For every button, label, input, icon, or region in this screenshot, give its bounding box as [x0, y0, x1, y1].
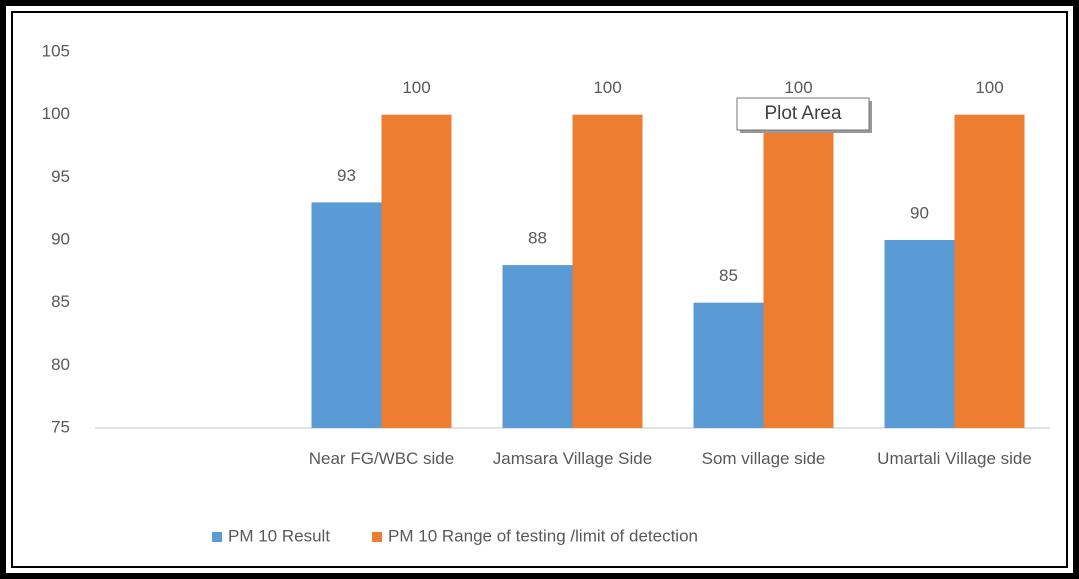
x-tick-label: Jamsara Village Side — [492, 449, 653, 468]
legend-swatch — [212, 532, 222, 542]
legend-label: PM 10 Range of testing /limit of detecti… — [388, 526, 698, 545]
data-label: 88 — [528, 229, 547, 248]
data-label: 90 — [910, 203, 929, 222]
y-tick-label: 80 — [51, 355, 70, 374]
data-label: 100 — [784, 78, 812, 97]
x-tick-label: Som village side — [701, 449, 826, 468]
y-tick-label: 95 — [51, 167, 70, 186]
bar — [693, 302, 764, 428]
legend-swatch — [372, 532, 383, 542]
tooltip-box — [736, 97, 870, 131]
bar — [572, 114, 643, 429]
x-tick-label: Umartali Village side — [877, 449, 1032, 468]
y-tick-label: 85 — [51, 292, 70, 311]
bar — [381, 114, 452, 429]
data-label: 100 — [402, 78, 430, 97]
data-label: 93 — [337, 166, 356, 185]
tooltip-text: Plot Area — [764, 103, 842, 124]
inner-border — [11, 11, 1068, 568]
bar — [954, 114, 1025, 429]
y-tick-label: 90 — [51, 229, 70, 248]
y-tick-label: 105 — [42, 41, 70, 60]
x-tick-label: Near FG/WBC side — [308, 449, 455, 468]
legend-label: PM 10 Result — [228, 526, 330, 545]
bar — [502, 265, 573, 428]
data-label: 100 — [593, 78, 621, 97]
data-label: 100 — [975, 78, 1003, 97]
bar — [763, 114, 834, 429]
data-label: 85 — [719, 266, 738, 285]
y-tick-label: 75 — [51, 417, 70, 436]
bar — [311, 202, 382, 428]
y-tick-label: 100 — [42, 104, 70, 123]
bar — [884, 240, 955, 428]
